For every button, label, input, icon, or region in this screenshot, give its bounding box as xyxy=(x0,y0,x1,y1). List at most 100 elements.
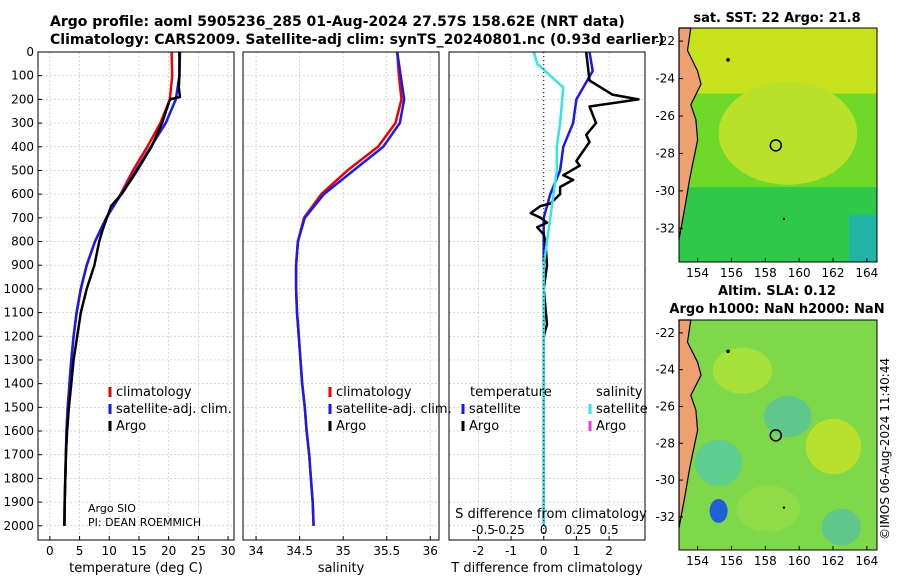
x-tick-label: 36 xyxy=(423,544,438,558)
sla-low-eddy xyxy=(709,498,728,523)
chart-title-line-2: Climatology: CARS2009. Satellite-adj cli… xyxy=(50,32,665,48)
x2-tick-label: 0.25 xyxy=(565,523,592,537)
sla-eddy xyxy=(712,347,773,394)
coastline xyxy=(678,27,702,240)
y-tick-label: 100 xyxy=(11,69,34,83)
x2-tick-label: 0.5 xyxy=(600,523,619,537)
legend-label: climatology xyxy=(336,385,412,400)
series-line-argo xyxy=(63,52,182,526)
legend-title: salinity xyxy=(596,385,643,400)
lat-tick-label: -26 xyxy=(655,399,675,413)
x-tick-label: 20 xyxy=(161,544,176,558)
lon-tick-label: 158 xyxy=(754,554,777,568)
lat-tick-label: -26 xyxy=(655,109,675,123)
y-tick-label: 1300 xyxy=(3,353,34,367)
sla-eddy xyxy=(694,439,743,486)
x-tick-label: 5 xyxy=(76,544,84,558)
island-dot xyxy=(782,217,786,221)
plot-frame xyxy=(37,51,235,541)
x2-tick-label: 0 xyxy=(540,523,548,537)
x-axis-label: temperature (deg C) xyxy=(69,561,203,576)
map-frame xyxy=(678,27,878,263)
x-tick-label: 2 xyxy=(605,544,613,558)
x-tick-label: -2 xyxy=(472,544,484,558)
lat-tick-label: -30 xyxy=(655,184,675,198)
sst-map xyxy=(678,27,878,263)
x-tick-label: 35.5 xyxy=(373,544,400,558)
x-tick-label: 10 xyxy=(102,544,117,558)
x-axis-label: T difference from climatology xyxy=(450,561,643,576)
y-tick-label: 300 xyxy=(11,116,34,130)
lon-tick-label: 160 xyxy=(788,554,811,568)
legend-label: satellite-adj. clim. xyxy=(336,402,452,417)
legend-label: Argo xyxy=(116,419,146,434)
lon-tick-label: 164 xyxy=(855,266,878,280)
argo-float-marker xyxy=(769,139,783,152)
plot-area-salinity xyxy=(243,52,439,540)
x-tick-label: 0 xyxy=(540,544,548,558)
lat-tick-label: -24 xyxy=(655,72,675,86)
plot-frame xyxy=(448,51,646,541)
y-tick-label: 1000 xyxy=(3,282,34,296)
x-tick-label: 1 xyxy=(573,544,581,558)
sst-map-title: sat. SST: 22 Argo: 21.8 xyxy=(693,11,860,26)
legend-label: Argo xyxy=(336,419,366,434)
x-tick-label: 0 xyxy=(46,544,54,558)
y-tick-label: 0 xyxy=(26,45,34,59)
sla-map-subtitle: Argo h1000: NaN h2000: NaN xyxy=(669,302,884,317)
lon-tick-label: 162 xyxy=(822,554,845,568)
island-dot xyxy=(782,506,786,509)
lat-tick-label: -22 xyxy=(655,34,675,48)
y-tick-label: 1800 xyxy=(3,471,34,485)
series-line-satellite-adj-clim- xyxy=(294,51,406,526)
sla-eddy xyxy=(821,508,862,546)
lat-tick-label: -22 xyxy=(655,326,675,340)
lon-tick-label: 156 xyxy=(720,266,743,280)
legend-label: Argo xyxy=(469,419,499,434)
y-tick-label: 1600 xyxy=(3,424,34,438)
sst-cool-band xyxy=(679,187,877,262)
map-frame xyxy=(678,319,878,551)
sla-eddy xyxy=(805,418,862,475)
y-tick-label: 400 xyxy=(11,140,34,154)
y-tick-label: 1200 xyxy=(3,329,34,343)
sla-map-title: Altim. SLA: 0.12 xyxy=(718,284,836,299)
lat-tick-label: -28 xyxy=(655,146,675,160)
x2-tick-label: -0.25 xyxy=(494,523,525,537)
x2-axis-label: S difference from climatology xyxy=(455,507,647,522)
x-tick-label: 34 xyxy=(248,544,263,558)
sla-eddy xyxy=(764,395,812,438)
y-tick-label: 1400 xyxy=(3,377,34,391)
lon-tick-label: 164 xyxy=(855,554,878,568)
legend-label: satellite xyxy=(469,402,521,417)
plot-area-temperature xyxy=(38,52,234,540)
y-tick-label: 1100 xyxy=(3,306,34,320)
island-dot xyxy=(726,349,730,354)
argo-institution: Argo SIO xyxy=(88,502,136,515)
legend-label: satellite-adj. clim. xyxy=(116,402,232,417)
imos-timestamp: ©IMOS 06-Aug-2024 11:40:44 xyxy=(878,357,892,540)
y-tick-label: 600 xyxy=(11,187,34,201)
lat-tick-label: -32 xyxy=(655,510,675,524)
y-tick-label: 200 xyxy=(11,92,34,106)
argo-float-marker xyxy=(769,429,783,442)
x2-tick-label: -0.5 xyxy=(472,523,495,537)
x-axis-label: salinity xyxy=(318,561,365,576)
y-tick-label: 1500 xyxy=(3,400,34,414)
y-tick-label: 500 xyxy=(11,163,34,177)
sla-map xyxy=(678,319,878,551)
lon-tick-label: 162 xyxy=(822,266,845,280)
lon-tick-label: 154 xyxy=(686,554,709,568)
legend-label: Argo xyxy=(596,419,626,434)
y-tick-label: 1900 xyxy=(3,495,34,509)
x-tick-label: 25 xyxy=(191,544,206,558)
x-tick-label: 15 xyxy=(131,544,146,558)
y-tick-label: 1700 xyxy=(3,448,34,462)
sst-patch xyxy=(718,81,858,185)
y-tick-label: 900 xyxy=(11,258,34,272)
lat-tick-label: -30 xyxy=(655,473,675,487)
legend-label: climatology xyxy=(116,385,192,400)
x-tick-label: 34.5 xyxy=(286,544,313,558)
x-tick-label: -1 xyxy=(505,544,517,558)
